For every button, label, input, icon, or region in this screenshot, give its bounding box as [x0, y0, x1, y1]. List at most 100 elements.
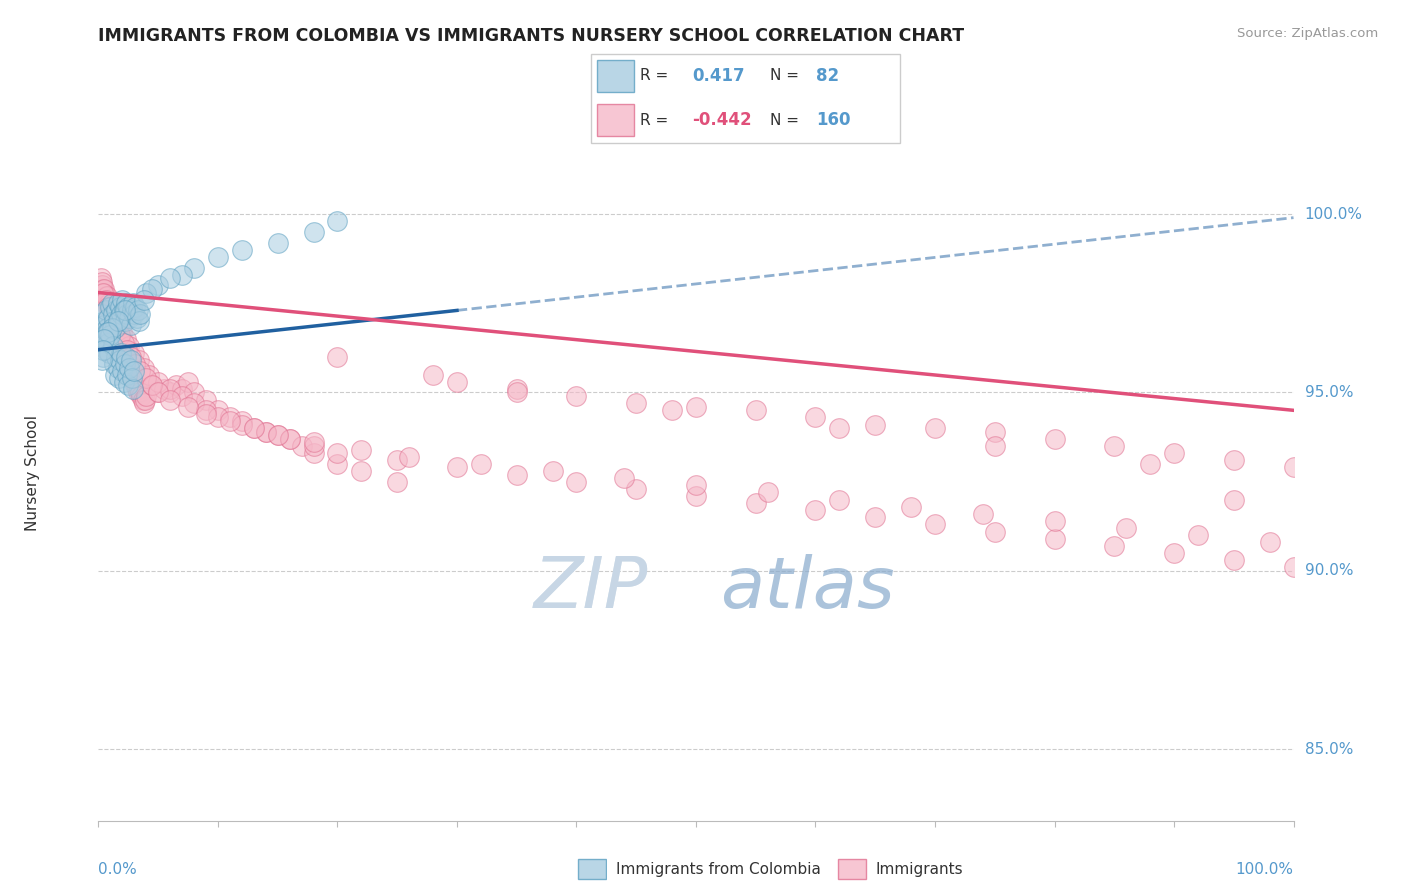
Point: [111, 364, 134, 378]
Point: [385, 453, 409, 467]
Point: [983, 425, 1005, 439]
Point: [112, 335, 135, 350]
Point: [194, 392, 217, 407]
Point: [172, 389, 194, 403]
Text: Immigrants from Colombia: Immigrants from Colombia: [616, 863, 821, 877]
Point: [1222, 492, 1246, 507]
Point: [242, 421, 264, 435]
Point: [661, 403, 683, 417]
Text: 100.0%: 100.0%: [1305, 207, 1362, 221]
Point: [105, 321, 128, 335]
Point: [506, 382, 529, 396]
Point: [1139, 457, 1161, 471]
Point: [93, 282, 115, 296]
Point: [745, 496, 768, 510]
Point: [115, 350, 138, 364]
Point: [565, 389, 588, 403]
Point: [91, 282, 114, 296]
Point: [231, 414, 253, 428]
Point: [685, 400, 707, 414]
Point: [135, 389, 157, 403]
Point: [242, 421, 264, 435]
Point: [159, 385, 181, 400]
Point: [194, 403, 217, 417]
Point: [254, 425, 277, 439]
Point: [115, 332, 138, 346]
Point: [267, 428, 290, 442]
Point: [132, 293, 155, 307]
Point: [804, 503, 827, 517]
Point: [120, 364, 142, 378]
Point: [541, 464, 564, 478]
Point: [105, 303, 128, 318]
Point: [124, 300, 146, 314]
Text: ZIP: ZIP: [534, 554, 648, 624]
Point: [863, 417, 886, 432]
Point: [112, 375, 135, 389]
Point: [1222, 553, 1246, 567]
Point: [104, 318, 127, 332]
Point: [129, 385, 152, 400]
Point: [91, 285, 114, 300]
Point: [122, 371, 145, 385]
Point: [326, 214, 349, 228]
Point: [148, 278, 170, 293]
FancyBboxPatch shape: [578, 859, 606, 879]
Point: [100, 307, 122, 321]
Point: [111, 339, 134, 353]
Point: [94, 343, 117, 357]
Point: [1187, 528, 1209, 542]
Point: [97, 325, 120, 339]
Point: [125, 382, 148, 396]
Point: [96, 321, 118, 335]
Point: [121, 371, 143, 385]
Point: [103, 314, 125, 328]
Point: [118, 339, 141, 353]
Point: [115, 296, 138, 310]
Point: [828, 421, 851, 435]
Point: [1222, 453, 1246, 467]
Point: [101, 307, 124, 321]
Point: [93, 285, 115, 300]
Point: [114, 346, 136, 360]
Point: [1282, 460, 1305, 475]
Point: [120, 350, 142, 364]
Point: [91, 278, 114, 293]
Text: 0.0%: 0.0%: [98, 863, 138, 878]
Point: [506, 385, 529, 400]
Point: [983, 439, 1005, 453]
Point: [756, 485, 779, 500]
Point: [110, 335, 132, 350]
Point: [107, 328, 129, 343]
Point: [127, 303, 149, 318]
Point: [121, 303, 143, 318]
Point: [565, 475, 588, 489]
Point: [124, 307, 146, 321]
Point: [117, 300, 139, 314]
Point: [104, 368, 127, 382]
Point: [159, 392, 181, 407]
Point: [219, 410, 242, 425]
Point: [1043, 432, 1066, 446]
Point: [115, 368, 138, 382]
Point: [111, 325, 134, 339]
Point: [91, 307, 114, 321]
Point: [132, 360, 155, 375]
Point: [96, 289, 118, 303]
Point: [122, 296, 145, 310]
Point: [124, 375, 146, 389]
Point: [96, 325, 118, 339]
Point: [108, 328, 131, 343]
Point: [108, 353, 131, 368]
Point: [302, 435, 325, 450]
Point: [302, 446, 325, 460]
Point: [124, 346, 146, 360]
Point: [107, 318, 129, 332]
Point: [108, 332, 131, 346]
Point: [124, 357, 146, 371]
Point: [97, 310, 120, 325]
Point: [207, 250, 229, 264]
Point: [120, 318, 142, 332]
Point: [90, 321, 112, 335]
Point: [93, 332, 115, 346]
